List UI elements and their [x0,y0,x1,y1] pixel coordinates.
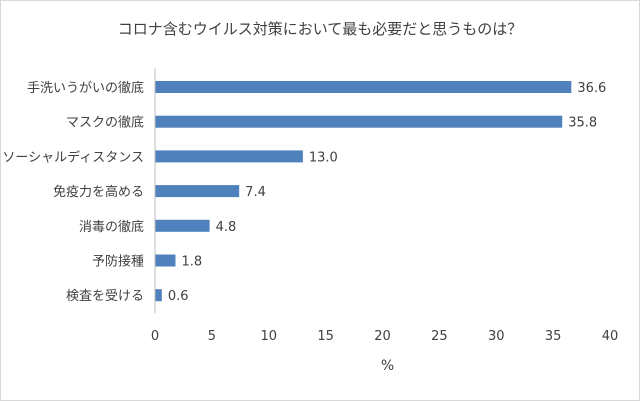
x-tick-label: 35 [545,329,562,344]
category-label: 消毒の徹底 [79,219,144,235]
chart-title: コロナ含むウイルス対策において最も必要だと思うものは？ [117,20,523,38]
bar [155,150,303,163]
category-label: マスクの徹底 [66,115,144,131]
x-tick-label: 20 [374,329,391,344]
value-label: 4.8 [216,220,237,235]
bar [155,254,176,267]
category-labels: 手洗いうがいの徹底マスクの徹底ソーシャルディスタンス免疫力を高める消毒の徹底予防… [2,80,144,304]
bar [155,81,572,93]
x-tick-label: 5 [208,329,216,344]
x-tick-label: 30 [488,329,505,344]
value-label: 36.6 [577,81,606,96]
value-label: 0.6 [168,289,189,304]
bar [155,115,563,128]
category-label: 予防接種 [92,254,144,270]
x-tick-label: 25 [431,329,448,344]
x-tick-label: 40 [602,329,619,344]
value-labels: 36.6 35.8 13.0 7.4 4.8 1.8 0.6 [168,81,606,304]
bar [155,185,240,198]
x-axis-ticks: 0 5 10 15 20 25 30 35 40 [151,329,618,344]
value-label: 13.0 [309,150,338,165]
bars [155,81,572,302]
category-label: ソーシャルディスタンス [2,149,144,165]
bar [155,289,162,302]
x-tick-label: 15 [317,329,334,344]
category-label: 免疫力を高める [53,184,144,200]
category-label: 検査を受ける [66,289,144,304]
category-label: 手洗いうがいの徹底 [27,80,144,96]
x-axis-title: % [381,358,394,374]
value-label: 35.8 [568,116,597,131]
value-label: 1.8 [181,255,202,270]
x-tick-label: 0 [151,329,159,344]
x-tick-label: 10 [260,329,277,344]
value-label: 7.4 [245,185,266,200]
bar [155,219,210,232]
